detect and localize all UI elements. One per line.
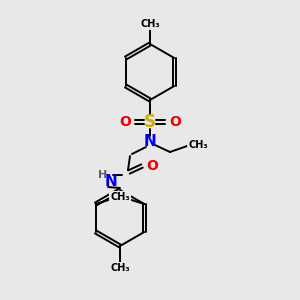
Text: CH₃: CH₃ [140, 19, 160, 29]
Text: CH₃: CH₃ [110, 263, 130, 273]
Text: N: N [144, 134, 156, 149]
Text: CH₃: CH₃ [188, 140, 208, 150]
Text: N: N [105, 173, 117, 188]
Text: CH₃: CH₃ [110, 192, 130, 202]
Text: S: S [144, 113, 156, 131]
Text: CH₃: CH₃ [110, 192, 130, 202]
Text: H: H [98, 170, 108, 180]
Text: O: O [169, 115, 181, 129]
Text: O: O [146, 159, 158, 173]
Text: O: O [119, 115, 131, 129]
